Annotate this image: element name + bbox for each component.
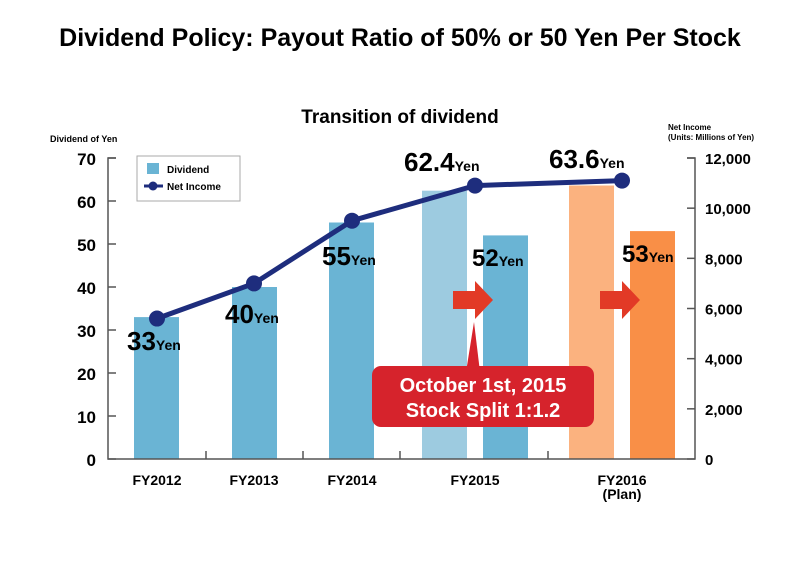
y2-axis-label: Net Income [668, 123, 712, 132]
dividend-value-label: 62.4Yen [404, 147, 480, 177]
legend-net-income-label: Net Income [167, 182, 221, 193]
net-income-point [149, 310, 165, 327]
unit: Yen [156, 337, 181, 353]
y-tick-label: 30 [77, 322, 96, 341]
y-tick-label: 50 [77, 236, 96, 255]
net-income-point [467, 177, 483, 194]
net-income-point [614, 172, 630, 189]
value: 52 [472, 245, 499, 272]
y2-tick-label: 10,000 [705, 201, 751, 218]
value: 55 [322, 241, 351, 271]
legend [136, 155, 241, 202]
unit: Yen [600, 155, 625, 171]
dividend-value-label: 33Yen [127, 326, 181, 356]
net-income-point [344, 212, 360, 229]
bar-fy2012 [134, 317, 179, 459]
y2-tick-label: 2,000 [705, 402, 743, 419]
y-tick-label: 20 [77, 365, 96, 384]
value: 62.4 [404, 147, 455, 177]
bar-fy2016 [630, 231, 675, 459]
chart-title: Transition of dividend [301, 107, 498, 128]
unit: Yen [254, 310, 279, 326]
annotation-line2: Stock Split 1:1.2 [406, 400, 561, 422]
unit: Yen [649, 249, 674, 265]
x-tick-label: FY2013 [229, 472, 278, 488]
y2-tick-label: 8,000 [705, 251, 743, 268]
y2-tick-label: 0 [705, 452, 713, 469]
y2-axis-label-units: (Units: Millions of Yen) [668, 133, 754, 142]
value: 53 [622, 241, 649, 268]
net-income-point [246, 275, 262, 292]
legend-net-income-marker [148, 181, 158, 191]
x-tick-label: FY2015 [450, 472, 499, 488]
unit: Yen [351, 252, 376, 268]
dividend-value-label: 63.6Yen [549, 144, 625, 174]
right-arrow-icon [600, 281, 640, 319]
callout-pointer [466, 322, 480, 372]
y-axis-label: Dividend of Yen [50, 134, 117, 144]
dividend-value-label: 40Yen [225, 299, 279, 329]
split-annotation-box [372, 366, 594, 427]
bar-fy2014 [329, 222, 374, 459]
value: 40 [225, 299, 254, 329]
value: 63.6 [549, 144, 600, 174]
dividend-value-label: 53Yen [622, 241, 674, 268]
y2-tick-label: 4,000 [705, 352, 743, 369]
legend-dividend-label: Dividend [167, 165, 209, 176]
y-tick-label: 10 [77, 408, 96, 427]
y2-tick-label: 12,000 [705, 151, 751, 168]
unit: Yen [499, 253, 524, 269]
bar-fy2013 [232, 287, 277, 459]
y-tick-label: 40 [77, 279, 96, 298]
unit: Yen [455, 158, 480, 174]
dividend-value-label: 52Yen [472, 245, 524, 272]
y-tick-label: 60 [77, 193, 96, 212]
y-tick-label: 70 [77, 150, 96, 169]
x-tick-label: FY2016 [597, 472, 646, 488]
page-title: Dividend Policy: Payout Ratio of 50% or … [59, 24, 741, 52]
y2-tick-label: 6,000 [705, 302, 743, 319]
annotation-line1: October 1st, 2015 [400, 375, 567, 397]
value: 33 [127, 326, 156, 356]
x-tick-label: FY2012 [132, 472, 181, 488]
legend-dividend-swatch [147, 163, 159, 174]
y-tick-label: 0 [87, 451, 96, 470]
right-arrow-icon [453, 281, 493, 319]
x-tick-label: FY2014 [327, 472, 376, 488]
x-tick-sublabel: (Plan) [603, 486, 642, 502]
dividend-value-label: 55Yen [322, 241, 376, 271]
